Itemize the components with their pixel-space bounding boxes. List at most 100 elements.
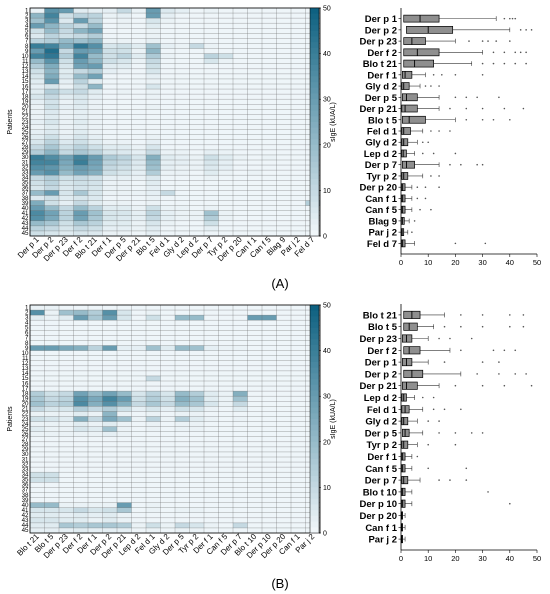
heatmap-cell [262, 370, 277, 377]
heatmap-cell [276, 507, 292, 514]
heatmap-cell [175, 38, 190, 44]
heatmap-cell [276, 104, 292, 110]
heatmap-cell [291, 134, 306, 141]
heatmap-cell [233, 457, 248, 463]
heatmap-cell [160, 210, 176, 217]
box-outlier [449, 107, 451, 110]
heatmap-cell [247, 68, 263, 75]
box-iqr [401, 239, 406, 248]
heatmap-cell [204, 185, 219, 191]
heatmap-cell [189, 482, 205, 488]
heatmap-cell [30, 340, 45, 346]
heatmap-cell [131, 144, 147, 151]
heatmap-cell [131, 175, 147, 181]
heatmap-cell [276, 330, 292, 336]
box-outlier [481, 163, 484, 166]
heatmap-cell [102, 195, 118, 201]
box-iqr [406, 26, 454, 34]
heatmap-cell [73, 28, 89, 34]
heatmap-cell [160, 185, 176, 191]
heatmap-cell [276, 305, 292, 311]
colorbar-step [310, 42, 319, 49]
heatmap-cell [189, 220, 205, 227]
heatmap-cell [117, 305, 132, 311]
heatmap-cell [131, 365, 147, 372]
heatmap-cell [291, 462, 306, 468]
row-label: 39 [22, 497, 29, 504]
heatmap-cell [102, 375, 118, 382]
heatmap-cell [44, 340, 60, 346]
heatmap-cell [44, 48, 60, 54]
heatmap-cell [131, 210, 147, 217]
row-label: 4 [25, 23, 29, 30]
heatmap-cell [160, 517, 176, 524]
panel-label-a: (A) [271, 276, 288, 291]
heatmap-cell [233, 391, 248, 397]
heatmap-cell [117, 325, 132, 331]
heatmap-cell [131, 13, 147, 19]
heatmap-cell [117, 144, 132, 151]
heatmap-cell [30, 84, 45, 90]
box-group-label: Gly d 2 [365, 138, 397, 149]
heatmap-cell [59, 441, 74, 448]
heatmap-cell [102, 426, 118, 432]
box-outlier [465, 118, 468, 121]
heatmap-cell [204, 462, 219, 468]
colorbar-step [310, 527, 319, 534]
heatmap-cell [189, 330, 205, 336]
heatmap-cell [233, 134, 248, 141]
heatmap-cell [146, 129, 161, 135]
heatmap-cell [102, 365, 118, 372]
row-label: 41 [22, 507, 29, 514]
heatmap-cell [218, 416, 234, 422]
heatmap-cell [247, 165, 263, 171]
heatmap-cell [247, 63, 263, 70]
heatmap-cell [44, 68, 60, 75]
heatmap-cell [73, 114, 89, 120]
heatmap-cell [59, 200, 74, 206]
heatmap-cell [189, 8, 205, 14]
y-axis-label: Patients [7, 109, 14, 135]
box-outlier [427, 141, 430, 144]
heatmap-cell [102, 53, 118, 59]
heatmap-cell [88, 18, 103, 24]
heatmap-cell [30, 487, 45, 493]
heatmap-cell [146, 527, 161, 534]
heatmap-cell [102, 154, 118, 161]
heatmap-cell [117, 396, 132, 402]
heatmap-cell [117, 124, 132, 130]
heatmap-cell [276, 431, 292, 438]
heatmap-cell [276, 381, 292, 387]
heatmap-cell [44, 160, 60, 166]
heatmap-cell [291, 381, 306, 387]
heatmap-cell [88, 68, 103, 75]
heatmap-cell [146, 325, 161, 331]
heatmap-cell [30, 33, 45, 39]
heatmap-cell [88, 370, 103, 377]
heatmap-cell [88, 340, 103, 346]
heatmap-cell [160, 315, 176, 321]
heatmap-cell [189, 381, 205, 387]
heatmap-cell [291, 431, 306, 438]
heatmap-cell [59, 457, 74, 463]
row-label: 33 [22, 466, 29, 473]
heatmap-cell [30, 446, 45, 453]
heatmap-cell [73, 391, 89, 397]
box-group-label: Der p 2 [365, 369, 397, 380]
heatmap-cell [262, 522, 277, 529]
heatmap-cell [189, 109, 205, 115]
heatmap-cell [204, 487, 219, 493]
heatmap-cell [160, 472, 176, 478]
heatmap-cell [44, 200, 60, 206]
heatmap-cell [204, 139, 219, 146]
heatmap-cell [73, 487, 89, 493]
heatmap-cell [30, 109, 45, 115]
heatmap-cell [44, 396, 60, 402]
heatmap-cell [117, 99, 132, 105]
heatmap-cell [291, 305, 306, 311]
heatmap-cell [189, 58, 205, 65]
heatmap-cell [88, 482, 103, 488]
heatmap-cell [59, 325, 74, 331]
heatmap-cell [204, 94, 219, 100]
heatmap-cell [160, 180, 176, 186]
